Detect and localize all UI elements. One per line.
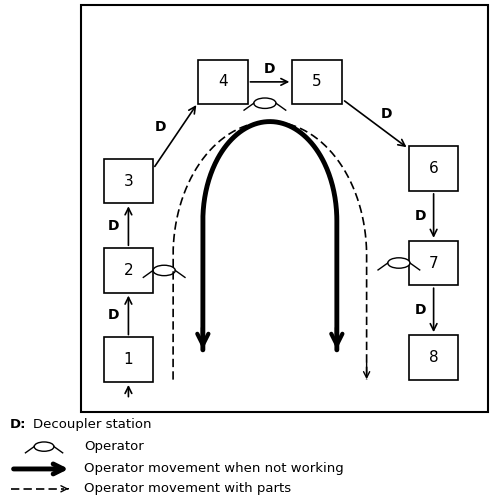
Text: Operator movement when not working: Operator movement when not working [84,462,344,476]
Text: 6: 6 [428,161,438,176]
Text: D: D [108,219,120,233]
Text: D: D [414,209,426,223]
Ellipse shape [388,258,410,268]
Text: D: D [264,63,276,77]
Ellipse shape [34,442,54,451]
Text: 5: 5 [312,75,322,89]
Bar [198,60,248,104]
Bar [82,5,488,412]
Text: D: D [108,308,120,322]
Bar [409,335,459,380]
Bar [292,60,342,104]
Text: 7: 7 [429,255,438,270]
Bar [409,147,459,191]
Bar [104,159,153,203]
Text: D: D [155,120,166,134]
Text: 8: 8 [429,350,438,365]
Text: D:: D: [10,418,26,431]
Text: 1: 1 [124,352,133,367]
Text: 2: 2 [124,263,133,278]
Text: D: D [380,107,392,121]
Bar [104,248,153,293]
Text: Decoupler station: Decoupler station [32,418,151,431]
Bar [104,337,153,382]
Text: Operator movement with parts: Operator movement with parts [84,482,291,496]
Text: 3: 3 [124,173,134,189]
Text: Operator: Operator [84,440,144,453]
Ellipse shape [153,265,176,276]
Text: 4: 4 [218,75,228,89]
Bar [409,241,459,285]
Ellipse shape [254,98,276,108]
Text: D: D [414,303,426,317]
